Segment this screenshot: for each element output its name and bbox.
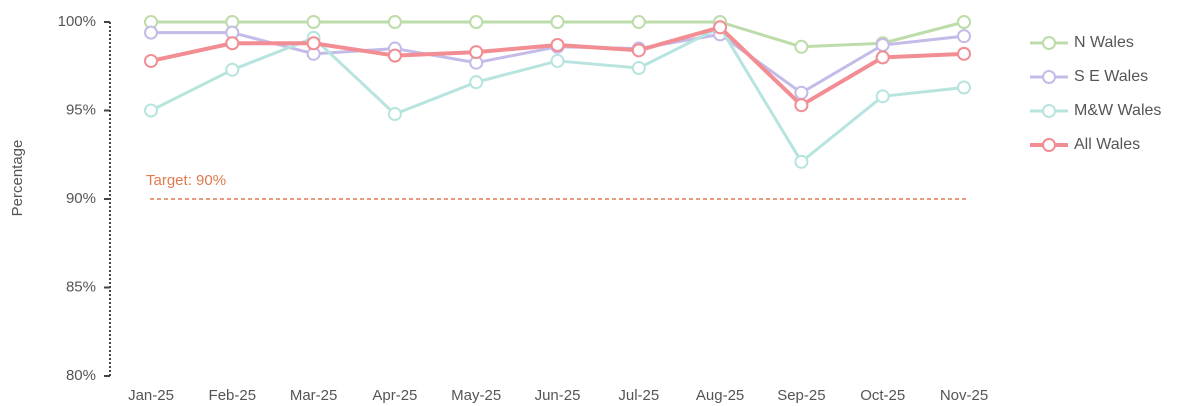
data-point <box>794 98 809 113</box>
x-tick-label: Jan-25 <box>128 387 174 404</box>
data-point <box>875 89 890 104</box>
data-point <box>631 61 646 76</box>
x-tick-label: Jul-25 <box>618 387 659 404</box>
data-point <box>875 50 890 65</box>
data-point <box>631 15 646 29</box>
data-point <box>875 38 890 53</box>
y-axis-label: Percentage <box>9 140 26 217</box>
target-label: Target: 90% <box>146 172 226 189</box>
data-point <box>550 38 565 53</box>
data-point <box>957 15 971 29</box>
data-point <box>957 29 971 44</box>
data-point <box>631 43 646 58</box>
data-point <box>957 46 971 61</box>
data-point <box>225 62 240 77</box>
y-tick-label: 95% <box>66 101 96 118</box>
data-point <box>794 85 809 100</box>
x-tick-label: May-25 <box>451 387 501 404</box>
data-point <box>469 45 484 60</box>
data-point <box>144 103 158 118</box>
x-tick-label: Aug-25 <box>696 387 744 404</box>
data-point <box>550 15 565 29</box>
data-point <box>387 15 402 29</box>
data-point <box>794 154 809 169</box>
data-point <box>957 80 971 95</box>
legend-marker <box>1042 36 1056 50</box>
legend-label: All Wales <box>1074 136 1140 153</box>
x-tick-label: Oct-25 <box>860 387 905 404</box>
data-point <box>306 15 321 29</box>
x-tick-label: Mar-25 <box>290 387 338 404</box>
x-tick-label: Nov-25 <box>940 387 988 404</box>
legend-label: M&W Wales <box>1074 102 1161 119</box>
legend-marker <box>1042 104 1056 118</box>
legend-marker <box>1042 70 1056 84</box>
data-point <box>144 25 158 40</box>
legend-label: S E Wales <box>1074 68 1148 85</box>
data-point <box>469 75 484 90</box>
x-tick-label: Jun-25 <box>535 387 581 404</box>
data-point <box>794 39 809 54</box>
data-point <box>225 36 240 51</box>
legend-marker <box>1042 138 1056 152</box>
data-point <box>144 53 158 68</box>
data-point <box>713 20 728 35</box>
data-point <box>387 48 402 63</box>
y-tick-label: 85% <box>66 278 96 295</box>
data-point <box>550 53 565 68</box>
data-point <box>469 15 484 29</box>
data-point <box>306 36 321 51</box>
y-tick-label: 80% <box>66 367 96 384</box>
data-point <box>387 107 402 122</box>
y-tick-label: 100% <box>58 13 96 30</box>
x-tick-label: Apr-25 <box>372 387 417 404</box>
x-tick-label: Feb-25 <box>209 387 257 404</box>
legend-label: N Wales <box>1074 34 1134 51</box>
y-tick-label: 90% <box>66 190 96 207</box>
x-tick-label: Sep-25 <box>777 387 825 404</box>
